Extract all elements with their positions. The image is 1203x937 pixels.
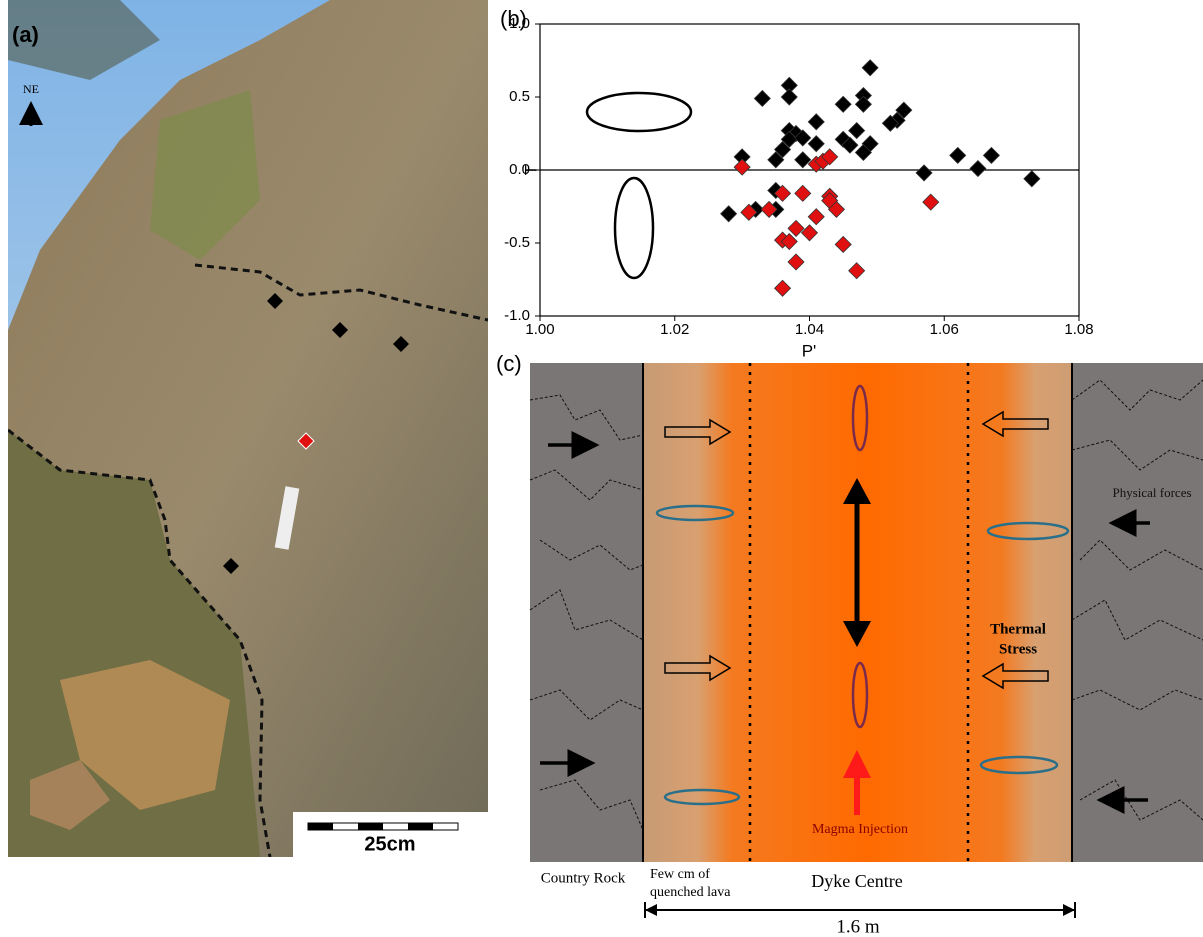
point (808, 114, 824, 130)
point (795, 185, 811, 201)
point (923, 194, 939, 210)
x-tick-label: 1.02 (660, 321, 689, 338)
quenched-label: Few cm of (650, 867, 710, 882)
north-label: NE (23, 82, 39, 96)
point (734, 159, 750, 175)
panel-label: (c) (496, 351, 522, 376)
y-axis-label: T (521, 165, 540, 175)
panel-label: (a) (12, 22, 39, 47)
point (775, 280, 791, 296)
point (835, 236, 851, 252)
y-tick-label: -1.0 (504, 307, 530, 324)
point (808, 209, 824, 225)
x-tick-label: 1.04 (795, 321, 824, 338)
magma-injection-label: Magma Injection (812, 822, 908, 837)
point (721, 206, 737, 222)
y-tick-label: 0.5 (509, 88, 530, 105)
point (983, 147, 999, 163)
country-rock-label: Country Rock (541, 870, 626, 886)
physical-forces-label: Physical forces (1112, 485, 1191, 500)
point (802, 225, 818, 241)
dyke-centre-label: Dyke Centre (811, 871, 902, 891)
point (849, 123, 865, 139)
width-label: 1.6 m (836, 916, 880, 937)
point (970, 161, 986, 177)
point (916, 165, 932, 181)
panel-label: (b) (500, 6, 527, 31)
x-tick-label: 1.08 (1064, 321, 1093, 338)
point (1024, 171, 1040, 187)
point (835, 96, 851, 112)
x-tick-label: 1.06 (930, 321, 959, 338)
point (849, 263, 865, 279)
point (754, 90, 770, 106)
y-tick-label: -0.5 (504, 234, 530, 251)
figure: (a) NE 25cm 1.001.021.041.061.08-1.0-0.5… (0, 0, 1203, 937)
point (788, 254, 804, 270)
photo (8, 0, 488, 857)
point (862, 60, 878, 76)
point (781, 89, 797, 105)
x-axis-label: P' (802, 341, 817, 360)
point (788, 220, 804, 236)
quenched-label: quenched lava (650, 885, 731, 900)
thermal-stress-label: Thermal (990, 621, 1046, 637)
point (795, 152, 811, 168)
point (855, 96, 871, 112)
thermal-stress-label: Stress (999, 641, 1037, 657)
point (950, 147, 966, 163)
scale-label: 25cm (364, 833, 415, 855)
